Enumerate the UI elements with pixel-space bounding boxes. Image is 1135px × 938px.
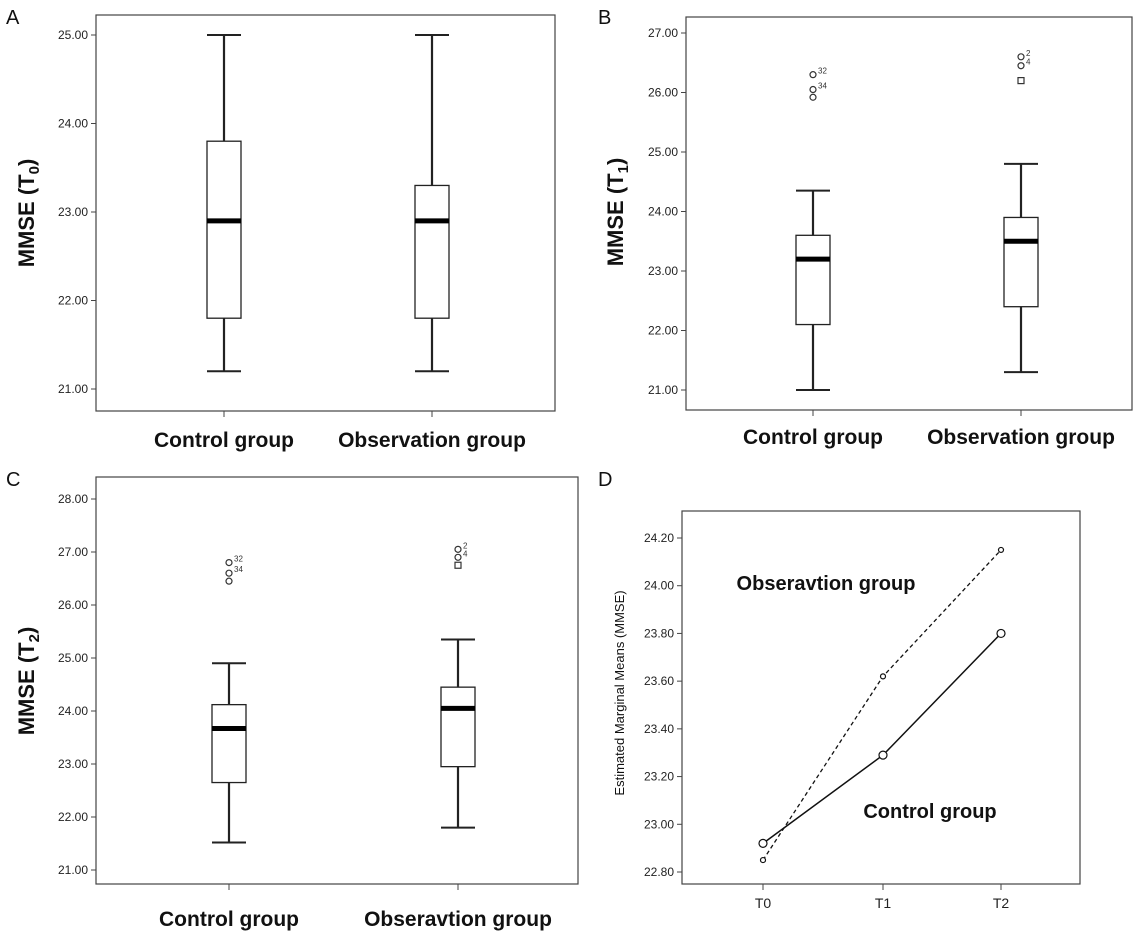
y-axis-title-main: MMSE (T [603, 173, 628, 266]
outlier-point [1017, 62, 1025, 70]
y-tick-label: 22.00 [648, 324, 678, 338]
panel-letter-c: C [6, 469, 20, 491]
outlier-point [454, 561, 462, 569]
y-axis-title: Estimated Marginal Means (MMSE) [612, 590, 627, 795]
panel-letter-d: D [598, 469, 612, 491]
y-tick-label: 23.60 [644, 674, 674, 688]
outlier-id-label: 2 [463, 541, 468, 550]
x-category-label: Observation group [927, 426, 1115, 449]
x-category-label: T1 [875, 895, 892, 911]
x-category-label: Control group [159, 908, 299, 931]
y-tick-label: 26.00 [58, 598, 88, 612]
y-tick-label: 23.20 [644, 770, 674, 784]
outlier-id-label: 4 [463, 549, 468, 558]
y-axis-title-text: MMSE (T0) [14, 159, 43, 268]
y-tick-label: 27.00 [58, 545, 88, 559]
y-tick-label: 25.00 [58, 28, 88, 42]
outlier-point [225, 577, 233, 585]
y-tick-label: 21.00 [58, 382, 88, 396]
box-iqr [1003, 216, 1039, 308]
outlier-point [1017, 76, 1025, 85]
plot-frame-b [685, 16, 1133, 411]
y-axis-title-text: Estimated Marginal Means (MMSE) [612, 590, 627, 795]
plot-frame-d [681, 510, 1081, 885]
y-axis-title-close: ) [603, 158, 628, 165]
series-point-observation [997, 546, 1005, 554]
y-tick-label: 22.00 [58, 294, 88, 308]
x-category-label: Observation group [338, 429, 526, 452]
x-category-label: Obseravtion group [364, 908, 552, 931]
y-axis-title: MMSE (T1) [603, 158, 632, 267]
panel-letter-a: A [6, 7, 20, 29]
y-axis-title-subscript: 2 [26, 634, 43, 642]
outlier-point [809, 93, 817, 101]
outlier-id-label: 34 [234, 565, 243, 574]
x-category-label: T0 [755, 895, 772, 911]
series-point-observation [879, 673, 887, 680]
y-tick-label: 21.00 [648, 383, 678, 397]
y-tick-label: 24.20 [644, 531, 674, 545]
x-category-label: T2 [993, 895, 1010, 911]
y-tick-label: 24.00 [58, 117, 88, 131]
y-tick-label: 24.00 [648, 205, 678, 219]
x-category-label: Control group [154, 429, 294, 452]
panel-letter-b: B [598, 7, 611, 29]
y-tick-label: 23.00 [644, 817, 674, 831]
outlier-point [809, 85, 817, 94]
y-tick-label: 22.00 [58, 810, 88, 824]
y-tick-label: 26.00 [648, 86, 678, 100]
series-point-observation [759, 856, 767, 864]
y-axis-title: MMSE (T2) [14, 627, 43, 736]
box-iqr [795, 234, 831, 326]
x-category-label: Control group [743, 426, 883, 449]
y-axis-title-close: ) [14, 159, 39, 166]
series-point-control [878, 750, 888, 760]
y-tick-label: 23.00 [58, 205, 88, 219]
box-iqr [211, 703, 247, 784]
outlier-point [1017, 53, 1025, 61]
y-tick-label: 23.80 [644, 626, 674, 640]
y-tick-label: 24.00 [58, 704, 88, 718]
y-axis-title: MMSE (T0) [14, 159, 43, 268]
y-axis-title-main: MMSE (T [14, 642, 39, 735]
box-iqr [440, 686, 476, 768]
y-tick-label: 23.40 [644, 722, 674, 736]
series-label-control: Control group [863, 801, 996, 823]
plot-frame-c [95, 476, 579, 885]
y-tick-label: 21.00 [58, 863, 88, 877]
y-tick-label: 27.00 [648, 26, 678, 40]
outlier-point [225, 558, 233, 567]
y-tick-label: 22.80 [644, 865, 674, 879]
y-tick-label: 25.00 [58, 651, 88, 665]
y-tick-label: 28.00 [58, 492, 88, 506]
series-point-control [758, 838, 768, 848]
box-iqr [414, 184, 450, 319]
outlier-point [454, 545, 462, 553]
outlier-id-label: 2 [1026, 49, 1031, 58]
box-iqr [206, 140, 242, 319]
y-axis-title-subscript: 1 [615, 165, 632, 173]
y-tick-label: 23.00 [58, 757, 88, 771]
outlier-point [809, 71, 817, 79]
plot-frame-a [95, 14, 556, 412]
outlier-id-label: 4 [1026, 58, 1031, 67]
y-tick-label: 24.00 [644, 579, 674, 593]
series-label-observation: Obseravtion group [737, 573, 916, 595]
y-axis-title-text: MMSE (T2) [14, 627, 43, 736]
outlier-point [454, 553, 462, 561]
series-point-control [996, 628, 1006, 639]
outlier-id-label: 32 [818, 67, 827, 76]
outlier-point [225, 569, 233, 577]
y-tick-label: 23.00 [648, 264, 678, 278]
y-axis-title-main: MMSE (T [14, 174, 39, 267]
outlier-id-label: 32 [234, 555, 243, 564]
y-tick-label: 25.00 [648, 145, 678, 159]
y-axis-title-text: MMSE (T1) [603, 158, 632, 267]
outlier-id-label: 34 [818, 82, 827, 91]
y-axis-title-subscript: 0 [26, 166, 43, 174]
y-axis-title-close: ) [14, 627, 39, 634]
